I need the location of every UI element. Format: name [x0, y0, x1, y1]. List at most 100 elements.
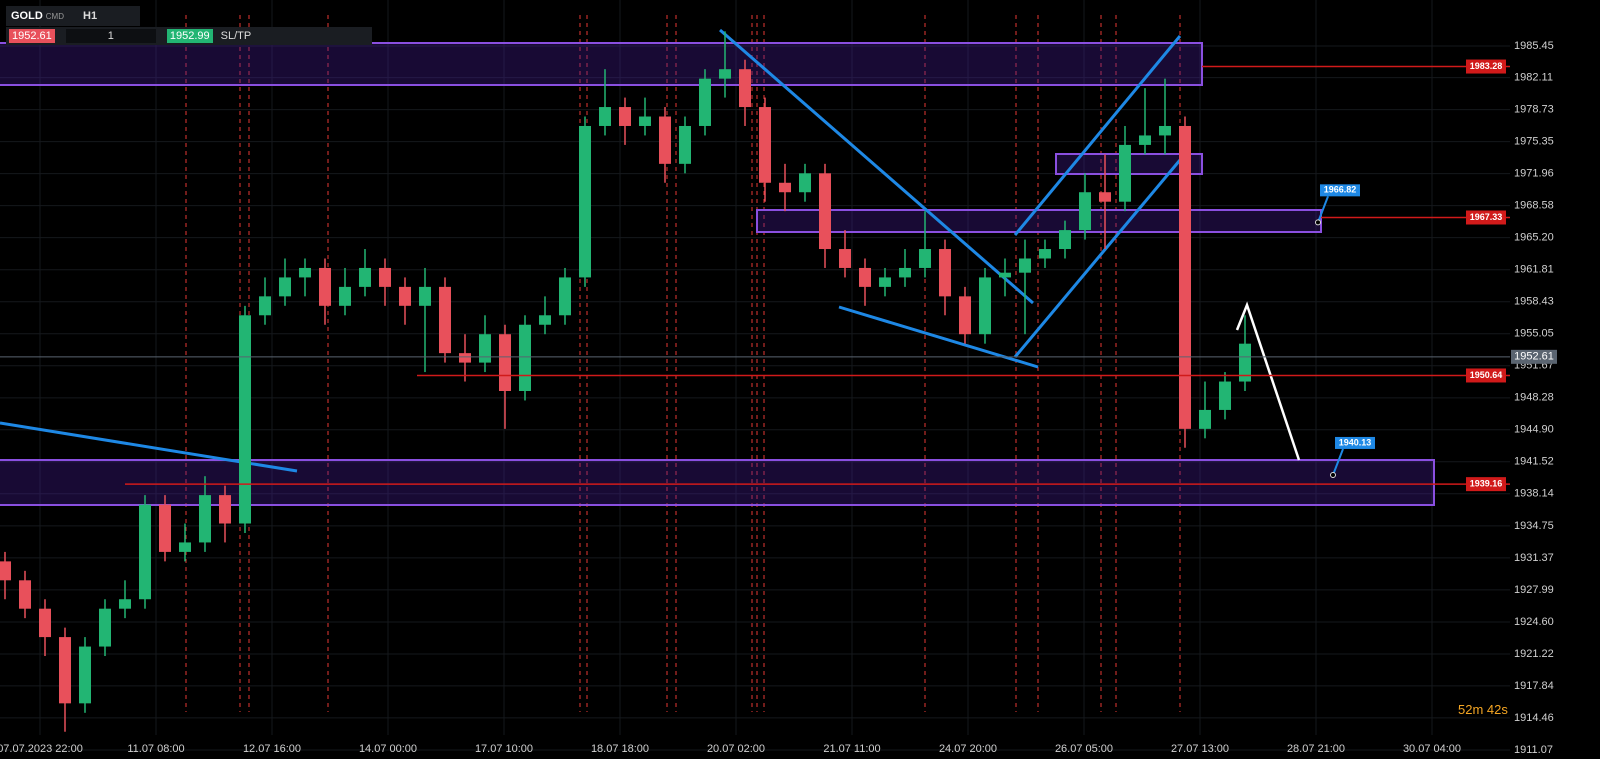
candle-body: [159, 504, 171, 552]
candle-body: [1079, 192, 1091, 231]
candle-body: [239, 315, 251, 524]
target-label-bg: [1320, 184, 1360, 197]
candle-body: [599, 107, 611, 126]
y-tick-label: 1931.37: [1514, 552, 1554, 564]
y-tick-label: 1958.43: [1514, 296, 1554, 308]
x-tick-label: 18.07 18:00: [591, 743, 649, 755]
y-tick-label: 1985.45: [1514, 40, 1554, 52]
projection-path: [1235, 301, 1301, 461]
x-tick-label: 21.07 11:00: [823, 743, 880, 755]
y-tick-label: 1965.20: [1514, 232, 1554, 244]
price-label-bg: [1466, 368, 1506, 383]
y-tick-label: 1924.60: [1514, 616, 1554, 628]
x-tick-label: 20.07 02:00: [707, 743, 765, 755]
candle-body: [39, 608, 51, 638]
y-tick-label: 1968.58: [1514, 200, 1554, 212]
target-label-bg: [1335, 436, 1375, 449]
target-point: [1330, 471, 1336, 478]
candle-body: [819, 173, 831, 250]
candle-body: [1019, 258, 1031, 273]
candle-body: [0, 561, 11, 581]
candle-body: [119, 599, 131, 609]
price-label: 1950.64: [1470, 370, 1503, 380]
candle-body: [1219, 381, 1231, 410]
trend-line: [1013, 35, 1182, 236]
axes: 1985.45 1982.11 1978.73 1975.35 1971.96 1968.…: [0, 40, 1557, 756]
candle-body: [559, 277, 571, 316]
candle-body: [879, 277, 891, 287]
candle-body: [1039, 249, 1051, 259]
y-tick-label: 1971.96: [1514, 168, 1554, 180]
trend-line: [838, 305, 1039, 369]
zone: [756, 209, 1322, 233]
y-tick-label: 1914.46: [1514, 712, 1554, 724]
candle-body: [539, 315, 551, 325]
target-label: 1940.13: [1339, 437, 1372, 447]
y-tick-label: 1921.22: [1514, 648, 1554, 660]
candle-body: [1139, 135, 1151, 145]
price-label: 1983.28: [1470, 61, 1503, 71]
x-tick-label: 27.07 13:00: [1171, 743, 1229, 755]
y-tick-label: 1938.14: [1514, 488, 1554, 500]
lot[interactable]: 1: [65, 29, 156, 43]
levels: 1983.28 1967.33 1950.64 1939.16 1966.82 1940.…: [0, 59, 1510, 492]
y-tick-label: 1975.35: [1514, 136, 1554, 148]
y-tick-label: 1955.05: [1514, 328, 1554, 340]
candles: [0, 31, 1251, 732]
drawings: [0, 15, 1435, 712]
y-tick-label: 1982.11: [1514, 72, 1553, 84]
candle-body: [299, 267, 311, 278]
ask[interactable]: 1952.99: [166, 29, 213, 43]
candle-body: [179, 542, 191, 552]
candle-body: [139, 504, 151, 600]
x-tick-label: 14.07 00:00: [359, 743, 417, 755]
candle-body: [259, 296, 271, 316]
timeframe[interactable]: H1: [83, 10, 98, 22]
candle-body: [99, 608, 111, 647]
candle-body: [519, 324, 531, 391]
x-tick-label: 26.07 05:00: [1055, 743, 1113, 755]
candle-body: [1159, 125, 1171, 136]
candle-body: [719, 69, 731, 79]
candle-body: [459, 353, 471, 363]
target-point: [1315, 219, 1321, 226]
sltp[interactable]: SL/TP: [220, 30, 252, 42]
bid[interactable]: 1952.61: [9, 29, 55, 43]
x-tick-label: 24.07 20:00: [939, 743, 997, 755]
candle-body: [639, 116, 651, 126]
x-tick-label: 07.07.2023 22:00: [0, 743, 83, 755]
candle-body: [399, 286, 411, 306]
candle-body: [579, 125, 591, 278]
y-tick-label: 1978.73: [1514, 104, 1554, 116]
x-tick-label: 12.07 16:00: [243, 743, 301, 755]
candle-body: [199, 495, 211, 543]
price-label: 1967.33: [1470, 212, 1503, 222]
trend-lines: [0, 28, 1182, 473]
y-tick-label: 1941.52: [1514, 456, 1554, 468]
candle-body: [1099, 192, 1111, 202]
x-tick-label: 30.07 04:00: [1403, 743, 1461, 755]
candle-body: [219, 495, 231, 524]
symbol-bar[interactable]: GOLD CMD H1: [6, 6, 140, 26]
candle-body: [279, 277, 291, 297]
candle-body: [419, 286, 431, 306]
grid: [0, 0, 1510, 751]
candle-body: [339, 286, 351, 306]
candle-body: [1059, 230, 1071, 250]
y-tick-label: 1917.84: [1514, 680, 1554, 692]
price-label-bg: [1466, 59, 1506, 74]
candle-body: [499, 334, 511, 391]
y-tick-label: 1948.28: [1514, 392, 1554, 404]
candle-body: [979, 277, 991, 335]
current-price-label: 1952.61: [1514, 351, 1554, 363]
candle-body: [959, 296, 971, 335]
candle-body: [659, 116, 671, 164]
x-tick-label: 17.07 10:00: [475, 743, 533, 755]
candle-body: [1179, 125, 1191, 429]
candle-body: [779, 182, 791, 193]
candle-body: [919, 249, 931, 268]
candle-body: [739, 69, 751, 108]
symbol-type: CMD: [45, 11, 64, 21]
